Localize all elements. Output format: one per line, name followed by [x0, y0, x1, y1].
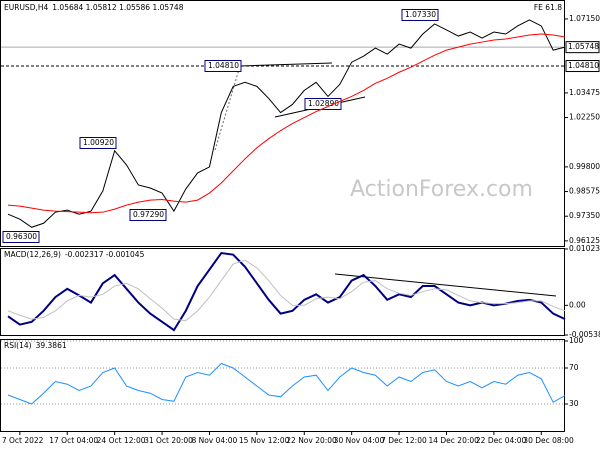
x-tick-label: 14 Dec 20:00 — [428, 436, 479, 445]
annotation-box — [129, 209, 167, 221]
x-tick-label: 24 Oct 12:00 — [97, 436, 146, 445]
y-tick-label: 100 — [569, 336, 584, 345]
annotation-box — [79, 137, 117, 149]
x-tick-label: 30 Nov 04:00 — [334, 436, 385, 445]
series-line — [7, 259, 566, 322]
x-tick-label: 22 Dec 04:00 — [476, 436, 527, 445]
x-tick-label: 22 Nov 20:00 — [286, 436, 337, 445]
x-tick-label: 17 Oct 04:00 — [49, 436, 98, 445]
y-tick-label: 1.03475 — [569, 88, 600, 97]
y-tick-label: 0.99800 — [569, 162, 600, 171]
y-tick-label: 0.96125 — [569, 236, 600, 245]
y-tick-label: 70 — [569, 363, 579, 372]
price-label: 1.04810 — [568, 61, 599, 70]
trend-line — [239, 62, 333, 67]
macd-values: -0.002317 -0.001045 — [65, 250, 145, 259]
price-label: 1.05748 — [568, 42, 599, 51]
ohlc: 1.05684 1.05812 1.05586 1.05748 — [52, 3, 183, 12]
annotation-box — [401, 9, 439, 21]
fe-label: FE 61.8 — [534, 3, 562, 12]
annotation: 0.96300 — [6, 232, 37, 241]
chart-title: EURUSD,H4 1.05684 1.05812 1.05586 1.05748 — [4, 3, 184, 12]
price-label-box — [565, 41, 600, 54]
x-tick-label: 7 Dec 12:00 — [381, 436, 427, 445]
y-tick-label: 0.97350 — [569, 211, 600, 220]
price-label-box — [565, 60, 600, 73]
annotation-box — [204, 60, 242, 72]
annotation: 0.97290 — [133, 210, 164, 219]
y-tick-label: 0.010232 — [569, 244, 600, 253]
annotation: 1.07330 — [405, 10, 436, 19]
fib-line — [214, 65, 241, 151]
symbol: EURUSD,H4 — [4, 3, 48, 12]
x-tick-label: 30 Dec 08:00 — [523, 436, 574, 445]
y-tick-label: 1.07150 — [569, 14, 600, 23]
annotation: 1.00920 — [83, 138, 114, 147]
x-tick-label: 8 Nov 04:00 — [191, 436, 237, 445]
y-tick-label: 30 — [569, 399, 579, 408]
y-tick-label: 0.98575 — [569, 187, 600, 196]
series-line — [7, 33, 566, 214]
price-panel — [0, 0, 565, 247]
watermark: ActionForex.com — [350, 177, 533, 202]
annotation: 1.04810 — [208, 61, 239, 70]
series-line — [7, 362, 566, 405]
macd-panel — [0, 248, 565, 336]
x-tick-label: 15 Nov 12:00 — [239, 436, 290, 445]
y-tick-label: 0.00 — [569, 300, 586, 309]
rsi-title: RSI(14) 39.3861 — [4, 341, 67, 350]
annotation-box — [2, 231, 40, 243]
rsi-name: RSI(14) — [4, 341, 32, 350]
y-tick-label: 1.02250 — [569, 113, 600, 122]
macd-title: MACD(12,26,9) -0.002317 -0.001045 — [4, 250, 145, 259]
series-line — [7, 251, 566, 332]
y-tick-label: -0.005389 — [569, 330, 600, 339]
rsi-value: 39.3861 — [36, 341, 67, 350]
rsi-panel — [0, 339, 565, 432]
macd-trend-line — [334, 273, 557, 297]
x-tick-label: 7 Oct 2022 — [2, 436, 44, 445]
annotation: 1.02890 — [308, 99, 339, 108]
annotation-box — [304, 98, 342, 110]
x-tick-label: 31 Oct 20:00 — [144, 436, 193, 445]
macd-name: MACD(12,26,9) — [4, 250, 61, 259]
series-line — [7, 19, 566, 228]
